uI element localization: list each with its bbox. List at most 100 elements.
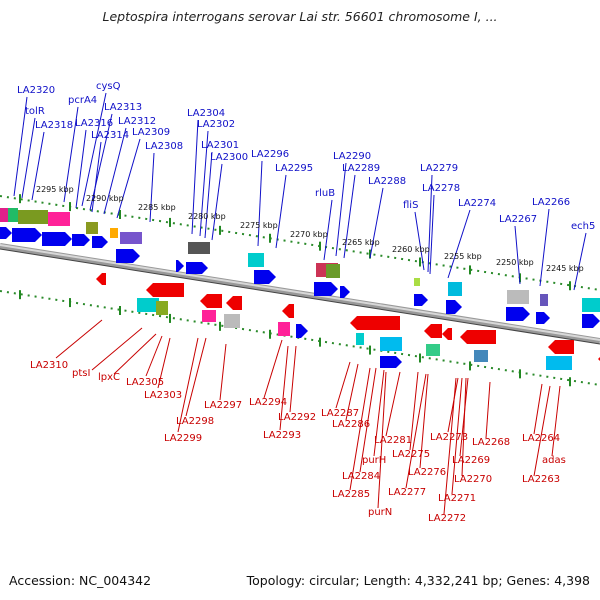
scale-label: 2260 kbp [392,245,430,254]
forward-gene-arrow [72,234,90,246]
reverse-gene-label: LA2275 [392,449,430,460]
forward-gene-label: LA2301 [201,140,239,151]
leader-line [323,199,333,261]
forward-gene-arrow [506,307,530,321]
leader-line [63,106,79,203]
reverse-gene-label: LA2284 [342,471,380,482]
leader-line [514,225,521,285]
forward-gene-arrow [176,260,184,272]
leader-line [89,113,113,211]
reverse-gene-label: LA2285 [332,489,370,500]
leader-line [116,138,141,219]
forward-gene-arrow [340,286,350,298]
scale-labels: 2295 kbp 2290 kbp 2285 kbp 2280 kbp 2275 kbp… [36,185,584,273]
leader-line [55,319,103,359]
chromosome-backbone-highlight [0,244,600,341]
forward-gene-label: LA2314 [91,130,129,141]
leader-line [539,208,550,287]
reverse-gene-arrow [442,328,452,340]
gene-features [0,208,600,370]
forward-gene-arrow [414,294,428,306]
leader-line [149,152,155,223]
leader-line [551,385,561,457]
scale-label: 2245 kbp [546,264,584,273]
leader-line [429,194,435,275]
forward-gene-arrow [296,324,308,338]
leader-line [91,327,143,371]
leader-line [533,383,543,435]
forward-gene-label: LA2279 [420,163,458,174]
forward-gene-label: fliS [403,200,418,211]
leader-line [447,209,471,279]
gene-block [248,253,264,267]
reverse-gene-label: LA2271 [438,493,476,504]
gene-block [380,337,402,351]
leader-line [485,381,491,439]
scale-label: 2275 kbp [240,221,278,230]
forward-gene-label: LA2312 [118,116,156,127]
leader-line [335,361,351,409]
scale-label: 2295 kbp [36,185,74,194]
forward-gene-label: LA2300 [210,152,248,163]
gene-block [414,278,420,286]
scale-label: 2265 kbp [342,238,380,247]
leader-line [263,339,283,399]
gene-block [0,208,8,222]
reverse-gene-arrow [96,273,106,285]
reverse-gene-label: LA2287 [321,408,359,419]
forward-gene-arrow [0,227,12,239]
leader-line [177,337,199,433]
reverse-gene-arrow [282,304,294,318]
leader-line [13,96,28,197]
gene-block [474,350,488,362]
forward-gene-label: LA2295 [275,163,313,174]
reverse-gene-arrow [460,330,496,344]
reverse-gene-labels: LA2310 ptsI lpxC LA2305 LA2303 LA2298 LA2299 LA… [30,360,566,524]
reverse-gene-label: LA2281 [374,435,412,446]
forward-gene-arrow [446,300,462,314]
forward-gene-arrow [42,232,72,246]
gene-block [540,294,548,306]
forward-gene-label: LA2290 [333,151,371,162]
reverse-gene-label: LA2310 [30,360,68,371]
reverse-gene-label: LA2269 [452,455,490,466]
leader-line [343,174,356,259]
leader-line [31,131,45,201]
major-ticks [19,194,571,387]
reverse-gene-label: LA2294 [249,397,287,408]
map-title: Leptospira interrogans serovar Lai str. … [102,9,498,24]
leader-line [191,119,199,235]
leader-line [204,151,213,239]
leader-line [185,337,207,417]
leader-line [275,174,287,249]
gene-block [582,298,600,312]
forward-gene-label: LA2267 [499,214,537,225]
leader-line [113,333,157,375]
reverse-gene-label: ptsI [72,368,90,379]
forward-gene-label: LA2302 [197,119,235,130]
reverse-gene-label: LA2297 [204,400,242,411]
reverse-gene-label: LA2272 [428,513,466,524]
gene-block [326,264,340,278]
leader-line [359,367,377,473]
forward-gene-labels: LA2320 tolR LA2318 pcrA4 cysQ LA2316 LA2313 LA2… [17,81,595,232]
reverse-gene-label: LA2268 [472,437,510,448]
forward-gene-label: LA2320 [17,85,55,96]
forward-gene-arrow [582,314,600,328]
gene-block [156,301,168,315]
forward-gene-arrow [12,228,42,242]
reverse-gene-label: purH [362,455,386,466]
reverse-gene-arrow [598,352,600,366]
leader-line [373,369,385,457]
reverse-gene-label: LA2273 [430,432,468,443]
forward-gene-arrow [186,262,208,274]
forward-gene-arrow [314,282,338,296]
forward-gene-label: LA2296 [251,149,289,160]
leader-line [409,371,419,451]
leader-line [219,343,227,401]
gene-block [110,228,118,238]
reverse-gene-label: LA2292 [278,412,316,423]
forward-gene-label: LA2288 [368,176,406,187]
forward-gene-label: rluB [315,188,335,199]
